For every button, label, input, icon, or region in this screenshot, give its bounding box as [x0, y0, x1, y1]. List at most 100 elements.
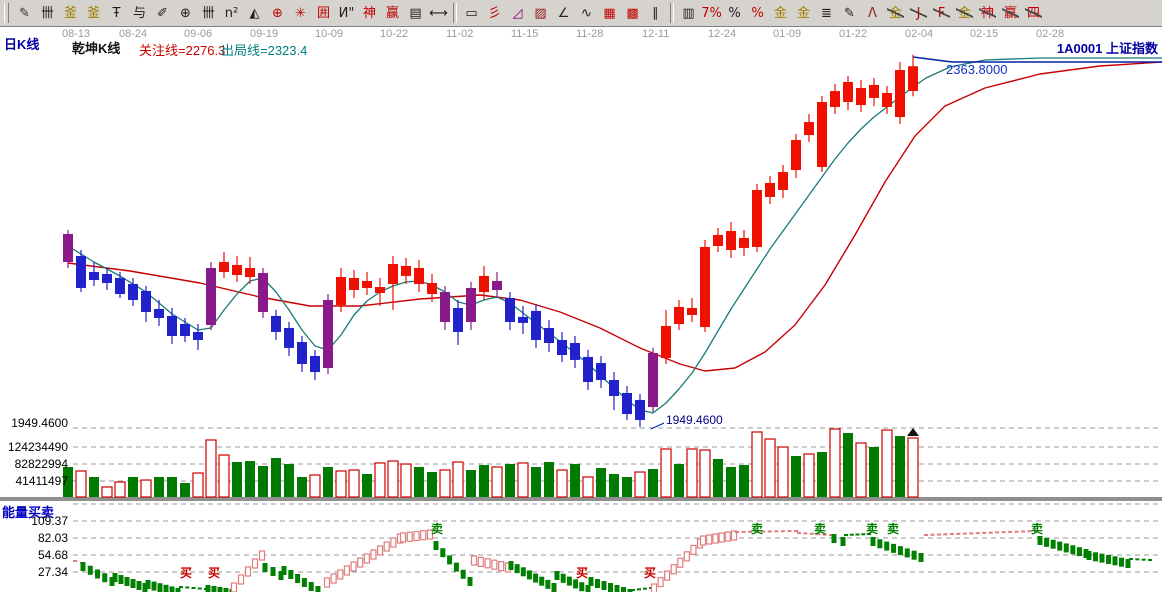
angle-a-icon[interactable]: ◭ — [249, 5, 260, 21]
date-axis-label: 02-15 — [970, 28, 999, 40]
indicator-bar — [109, 577, 115, 586]
indicator-bar — [545, 579, 551, 589]
candle-body — [895, 70, 905, 118]
candle-body — [271, 315, 281, 332]
toolbar: ✎ 卌釜釜 Ŧ 与 ✐ ⊕ 卌 n² ◭ ⊕ ✳ 囲 И" 神赢 ▤ ⟷ ▭ 彡 ◿ ▨ ∠ ∿ ▦ ▩ ∥ ▥ 7%%% 金金 ≣ ✎ Ʌ… — [0, 0, 1162, 27]
parallel-lines-icon[interactable]: ∥ — [652, 5, 659, 21]
shaded-box-icon[interactable]: ▨ — [534, 5, 547, 21]
wave-a-icon[interactable]: Ʌ — [868, 5, 877, 21]
j-slash-icon[interactable]: J — [907, 2, 930, 24]
pen-tool-icon[interactable]: ✐ — [157, 5, 168, 21]
box-select-icon[interactable]: ▭ — [465, 5, 478, 21]
target-red-icon[interactable]: ⊕ — [272, 5, 283, 21]
indicator-bar — [1070, 545, 1076, 555]
symbol-label[interactable]: 1A0001 上证指数 — [1056, 41, 1158, 56]
candle-body — [570, 342, 580, 360]
candle-body — [375, 286, 385, 293]
k-mark-icon[interactable]: И" — [338, 5, 355, 21]
win-icon[interactable]: 赢 — [385, 5, 399, 21]
candle-body — [128, 283, 138, 300]
indicator-dash — [861, 533, 866, 536]
volume-bar — [427, 472, 437, 497]
indicator-bar — [1037, 536, 1043, 545]
stats-bars-icon[interactable]: ▥ — [682, 5, 695, 21]
gold-2-slash-icon[interactable]: 金 — [953, 2, 976, 24]
volume-bar — [245, 461, 255, 497]
candle-body — [362, 280, 372, 288]
indicator-dash — [816, 533, 821, 536]
percent-7-icon[interactable]: 7% — [701, 5, 722, 21]
indicator-bar — [130, 579, 136, 588]
fan-lines-icon[interactable]: 彡 — [487, 5, 501, 21]
indicator-dash — [1135, 558, 1140, 561]
brush-bars-icon[interactable]: ✎ — [844, 5, 855, 21]
candle-body — [232, 264, 242, 275]
gold-circle-2-icon[interactable]: 金 — [796, 5, 810, 21]
indicator-bar — [383, 541, 390, 552]
gann-fan-icon[interactable]: ◿ — [512, 5, 523, 21]
shen-slash-icon[interactable]: 神 — [976, 2, 999, 24]
indicator-bar — [301, 578, 307, 587]
indicator-bar — [911, 550, 917, 560]
cycle-circle-icon[interactable]: ⊕ — [180, 5, 191, 21]
indicator-bar — [169, 586, 175, 592]
volume-bar — [335, 470, 347, 498]
star-red-icon[interactable]: ✳ — [295, 5, 306, 21]
candle-body — [557, 339, 567, 356]
trend-angle-icon[interactable]: ∠ — [557, 5, 570, 21]
grid-box-red-icon[interactable]: ▦ — [603, 5, 616, 21]
comb-grid-icon[interactable]: 卌 — [40, 5, 54, 21]
three-lines-icon[interactable]: ≣ — [821, 5, 832, 21]
volume-bar — [596, 467, 606, 497]
indicator-dash — [643, 587, 647, 590]
indicator-title[interactable]: 能量买卖 — [2, 505, 55, 520]
gann-f-icon[interactable]: Ŧ — [112, 5, 121, 21]
comb-grid-2-icon[interactable]: 卌 — [201, 5, 215, 21]
volume-peak-triangle — [907, 428, 919, 436]
indicator-bar — [95, 569, 100, 579]
volume-bar — [75, 470, 87, 498]
candle-body — [596, 363, 606, 380]
candle-body — [388, 264, 398, 284]
grid-arrow-red-icon[interactable]: ▩ — [626, 5, 639, 21]
measure-width-icon[interactable]: ⟷ — [429, 5, 448, 21]
indicator-dash — [975, 532, 980, 535]
candle-body — [167, 315, 177, 337]
percent-line-icon[interactable]: % — [751, 5, 764, 21]
gold-pan-2-icon[interactable]: 釜 — [86, 5, 100, 21]
candle-body — [687, 308, 697, 315]
gold-circle-1-icon[interactable]: 金 — [773, 5, 787, 21]
f-slash-icon[interactable]: F — [930, 2, 953, 24]
toolbar-drag-handle[interactable] — [4, 3, 9, 23]
indicator-bar — [831, 534, 837, 543]
zigzag-icon[interactable]: ∿ — [581, 5, 592, 21]
arc-tool-icon[interactable]: 与 — [132, 5, 146, 21]
n-squared-icon[interactable]: n² — [224, 5, 239, 21]
indicator-bar — [526, 570, 532, 580]
gold-pan-1-icon[interactable]: 釜 — [63, 5, 77, 21]
volume-bar — [791, 456, 801, 497]
indicator-bar — [595, 579, 600, 588]
candle-body — [583, 356, 593, 383]
volume-bar — [531, 467, 541, 497]
shen-icon[interactable]: 神 — [362, 5, 376, 21]
candle-body — [193, 331, 203, 340]
grid-red-icon[interactable]: 囲 — [316, 5, 330, 21]
draw-brush-icon[interactable]: ✎ — [19, 5, 30, 21]
low-leader-line — [650, 422, 665, 430]
date-axis-label: 11-28 — [576, 28, 604, 40]
volume-bar — [582, 476, 594, 498]
date-axis-label: 09-19 — [250, 28, 279, 40]
indicator-dash — [767, 530, 772, 533]
four-slash-icon[interactable]: 四 — [1022, 2, 1045, 24]
win-slash-icon[interactable]: 赢 — [999, 2, 1022, 24]
gold-slash-icon[interactable]: 金 — [884, 2, 907, 24]
period-label[interactable]: 日K线 — [4, 37, 40, 52]
indicator-bar — [102, 573, 108, 583]
ruler-grid-icon[interactable]: ▤ — [409, 5, 422, 21]
percent-icon[interactable]: % — [728, 5, 741, 21]
volume-bar — [218, 454, 230, 498]
date-axis-label: 11-02 — [446, 28, 474, 40]
